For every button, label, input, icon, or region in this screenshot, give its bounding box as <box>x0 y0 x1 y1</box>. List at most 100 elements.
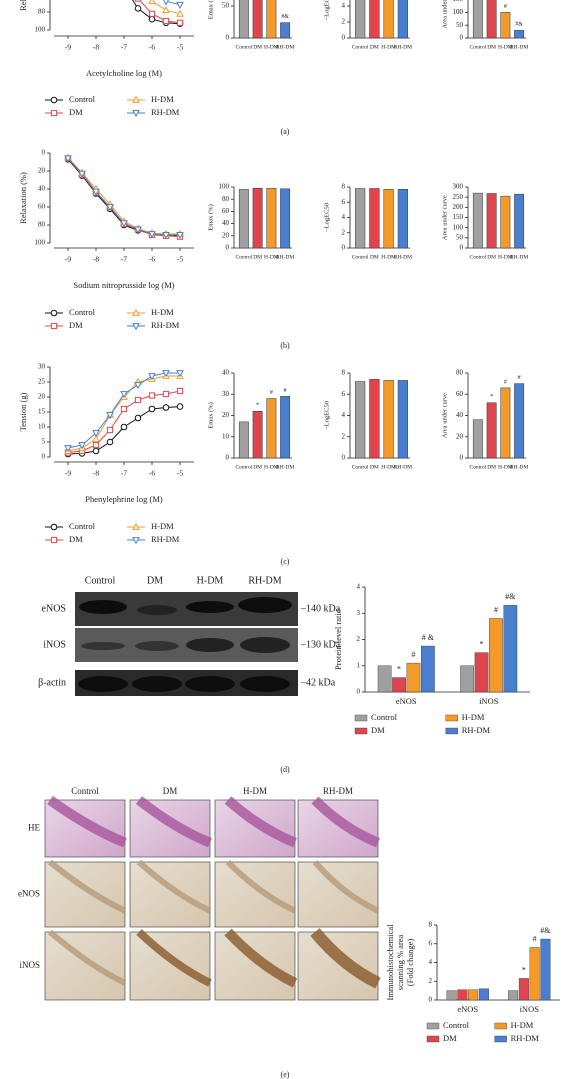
legend-swatch <box>494 1022 507 1030</box>
x-tick-label: DM <box>487 44 496 50</box>
x-tick-label: iNOS <box>479 696 499 706</box>
legend-label: Control <box>69 94 96 104</box>
row-label: HE <box>28 823 40 833</box>
y-tick-label: 2 <box>342 18 346 26</box>
x-tick-label: H-DM <box>264 44 279 50</box>
row-label: iNOS <box>43 639 66 650</box>
bar <box>500 12 511 39</box>
y-axis-label: Relaxation (%) <box>18 0 28 11</box>
micrograph <box>44 861 126 928</box>
legend-swatch <box>445 714 458 722</box>
x-tick-label: -7 <box>121 469 127 478</box>
bar <box>266 398 277 459</box>
bar <box>486 402 497 459</box>
x-tick-label: RH-DM <box>394 254 412 260</box>
point <box>134 396 142 404</box>
y-tick-label: 80 <box>222 195 230 203</box>
point <box>134 5 142 12</box>
point <box>50 109 58 117</box>
point <box>162 404 170 411</box>
column-label: Control <box>71 786 99 796</box>
x-tick-label: Control <box>352 254 369 260</box>
y-axis-label: −LogEC50 <box>323 203 330 232</box>
series-line <box>67 375 180 452</box>
annotation: # <box>504 4 507 10</box>
point <box>148 231 156 239</box>
x-tick-label: RH-DM <box>276 464 294 470</box>
bar <box>383 380 394 459</box>
annotation: * <box>490 394 493 400</box>
point <box>106 204 114 212</box>
y-tick-label: 150 <box>453 0 464 3</box>
bar <box>421 645 435 693</box>
bar <box>397 0 408 39</box>
y-tick-label: 0 <box>342 454 346 462</box>
y-tick-label: 0 <box>226 244 230 252</box>
legend-label: H-DM <box>151 307 174 317</box>
series-line <box>138 0 181 24</box>
y-tick-label: 15 <box>38 408 46 416</box>
y-tick-label: 4 <box>342 2 346 10</box>
x-tick-label: RH-DM <box>276 44 294 50</box>
y-tick-label: 0 <box>342 244 346 252</box>
y-axis-label: Area under curve <box>441 195 448 240</box>
point <box>134 414 142 422</box>
x-tick-label: -8 <box>93 469 99 478</box>
tissue-band <box>48 929 127 986</box>
y-tick-label: 6 <box>342 198 346 206</box>
row-label: β-actin <box>38 677 66 688</box>
x-tick-label: Control <box>235 254 252 260</box>
bar <box>406 662 421 693</box>
western-blot <box>75 592 298 696</box>
legend-label: RH-DM <box>462 725 491 735</box>
legend-label: RH-DM <box>511 1033 540 1043</box>
y-tick-label: 60 <box>456 390 464 398</box>
y-tick-label: 40 <box>222 219 230 227</box>
tissue-band <box>311 796 380 848</box>
y-tick-label: 40 <box>38 185 46 193</box>
y-tick-label: 6 <box>429 939 433 947</box>
x-tick-label: DM <box>487 254 496 260</box>
x-tick-label: DM <box>487 464 496 470</box>
bar <box>508 990 519 1001</box>
bar <box>514 30 525 39</box>
point <box>162 232 170 240</box>
legend-swatch <box>354 714 368 722</box>
panel-caption: (d) <box>280 765 290 774</box>
size-label: –42 kDa <box>300 677 336 688</box>
y-tick-label: 4 <box>342 411 346 419</box>
x-tick-label: RH-DM <box>510 254 528 260</box>
y-tick-label: 80 <box>38 8 46 16</box>
annotation: # <box>270 390 273 396</box>
bar <box>377 665 392 693</box>
point <box>64 445 72 453</box>
x-tick-label: -5 <box>177 43 183 52</box>
point <box>148 373 156 381</box>
x-tick-label: -6 <box>149 43 155 52</box>
x-tick-label: -8 <box>93 43 99 52</box>
point <box>92 430 100 438</box>
annotation: * <box>522 965 526 974</box>
y-tick-label: 2 <box>342 432 346 440</box>
bar <box>383 189 394 249</box>
y-tick-label: 0 <box>460 34 464 42</box>
y-tick-label: 2 <box>357 635 361 643</box>
legend-label: DM <box>69 107 83 117</box>
bar <box>252 187 263 249</box>
annotation: #& <box>540 926 551 935</box>
x-tick-label: DM <box>253 44 262 50</box>
y-tick-label: 10 <box>222 432 230 440</box>
x-tick-label: -6 <box>149 255 155 264</box>
y-tick-label: 10 <box>38 423 46 431</box>
point <box>162 17 170 25</box>
y-tick-label: 0 <box>226 454 230 462</box>
y-axis-label: (Fold change) <box>405 939 415 987</box>
x-tick-label: DM <box>253 464 262 470</box>
series-line <box>131 0 181 25</box>
legend-label: RH-DM <box>151 107 180 117</box>
x-tick-label: H-DM <box>381 44 396 50</box>
bar <box>266 187 277 249</box>
row-label: iNOS <box>19 960 40 970</box>
bar <box>238 189 249 249</box>
